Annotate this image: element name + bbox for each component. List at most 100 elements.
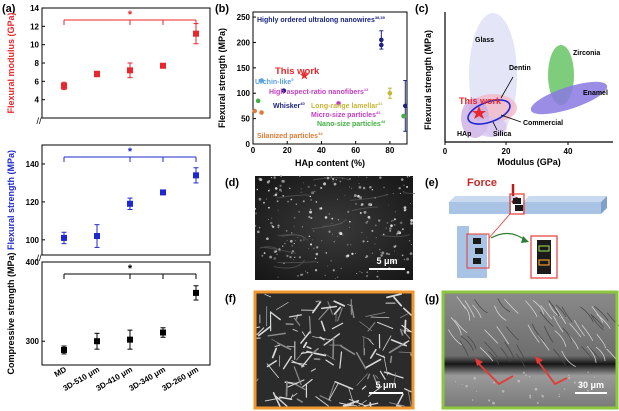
sem-particle: [383, 186, 385, 189]
scale-label-g: 30 μm: [578, 380, 604, 390]
sem-particle: [328, 213, 331, 215]
plot-frame: [41, 261, 211, 366]
sem-ridge: [532, 300, 544, 315]
sem-particle: [379, 248, 381, 251]
silica-pointer: [492, 121, 498, 131]
force-label: Force: [467, 177, 497, 189]
sem-particle: [398, 187, 401, 190]
sem-particle: [315, 252, 319, 256]
sem-particle: [525, 374, 527, 377]
y-tick-label: 10: [30, 41, 39, 50]
sem-particle: [346, 243, 349, 246]
x-tick-label: 80: [385, 146, 394, 155]
data-point: [379, 37, 384, 43]
sem-fiber: [363, 402, 379, 407]
sem-particle: [399, 221, 403, 225]
sem-fiber: [331, 322, 344, 330]
significance-star: *: [128, 146, 133, 158]
sem-particle: [355, 252, 357, 254]
sem-particle: [276, 253, 278, 255]
sem-fiber: [377, 321, 394, 329]
sem-particle: [279, 175, 283, 178]
sem-particle: [266, 180, 270, 184]
sem-particle: [313, 230, 315, 232]
sem-fiber: [292, 393, 298, 397]
sem-particle: [387, 204, 389, 206]
sem-particle: [397, 230, 400, 234]
sem-ridge: [588, 347, 602, 362]
sem-ridge: [548, 303, 563, 318]
data-point: [61, 82, 67, 89]
sem-particle: [310, 208, 312, 210]
sem-fiber: [272, 392, 281, 407]
sem-particle: [254, 208, 257, 210]
beam-right: [523, 202, 601, 214]
sem-ridges: [448, 296, 619, 405]
sem-particle: [400, 178, 404, 181]
sem-particle: [357, 176, 359, 178]
sem-particle: [410, 222, 413, 225]
sem-particle: [320, 186, 323, 189]
sem-fiber: [293, 366, 302, 386]
sem-fiber: [393, 296, 403, 307]
sem-particle: [568, 374, 570, 377]
sem-particle: [369, 218, 371, 220]
sem-particle: [397, 258, 399, 260]
sem-ridge: [553, 315, 564, 333]
sem-ridge: [539, 311, 554, 327]
sem-particle: [335, 178, 338, 181]
sem-particle: [374, 243, 376, 245]
sem-particle: [501, 390, 505, 393]
zoom-box-small: [509, 193, 525, 215]
sem-fiber: [293, 317, 301, 326]
sem-particle: [594, 376, 596, 378]
sem-particle: [369, 186, 372, 189]
inset-column: [537, 240, 551, 274]
sem-particle: [327, 265, 329, 267]
sem-particle: [313, 247, 315, 250]
scale-label-f: 5 μm: [375, 380, 396, 390]
sem-fiber: [328, 382, 336, 401]
data-point: [94, 71, 100, 77]
sem-fiber: [332, 337, 335, 360]
sem-particle: [403, 209, 407, 212]
sem-ridge: [460, 335, 474, 351]
sem-particle: [256, 188, 259, 191]
data-point: [252, 108, 258, 114]
sem-particle: [380, 254, 383, 257]
x-tick-label: MD: [53, 365, 68, 379]
sem-particle: [311, 191, 315, 195]
sem-fiber: [375, 353, 386, 358]
sem-particle: [349, 226, 351, 228]
sem-particle: [298, 211, 300, 213]
sem-particle: [272, 225, 275, 229]
y-tick-label: 400: [26, 258, 40, 267]
sem-particle: [263, 201, 265, 204]
sem-particle: [365, 221, 368, 224]
zoom-box-mid: [466, 233, 490, 269]
panel-label-c: (c): [415, 3, 429, 15]
sem-ridge: [479, 347, 494, 362]
sem-particle: [406, 185, 409, 188]
sem-particle: [337, 235, 339, 237]
sem-ridge: [322, 219, 348, 227]
sem-fiber: [282, 355, 293, 370]
sem-fiber: [402, 340, 410, 346]
sem-particle: [308, 235, 311, 238]
y-tick-label: 140: [26, 160, 40, 169]
column-block: [475, 248, 483, 254]
c-xtick-0: 0: [443, 147, 448, 156]
sem-particle: [378, 219, 381, 222]
beam-right-end: [601, 196, 607, 214]
silica-region: [475, 117, 507, 137]
sem-particle: [298, 256, 302, 259]
annotation-label: This work: [275, 66, 320, 77]
sem-fiber: [320, 305, 338, 310]
sem-fiber: [311, 301, 322, 314]
sem-particle: [367, 215, 371, 219]
sem-ridge: [488, 351, 499, 365]
sem-particle: [303, 182, 305, 184]
plot-frame: [41, 144, 211, 256]
sem-particle: [257, 230, 260, 234]
sem-particle: [255, 212, 258, 215]
